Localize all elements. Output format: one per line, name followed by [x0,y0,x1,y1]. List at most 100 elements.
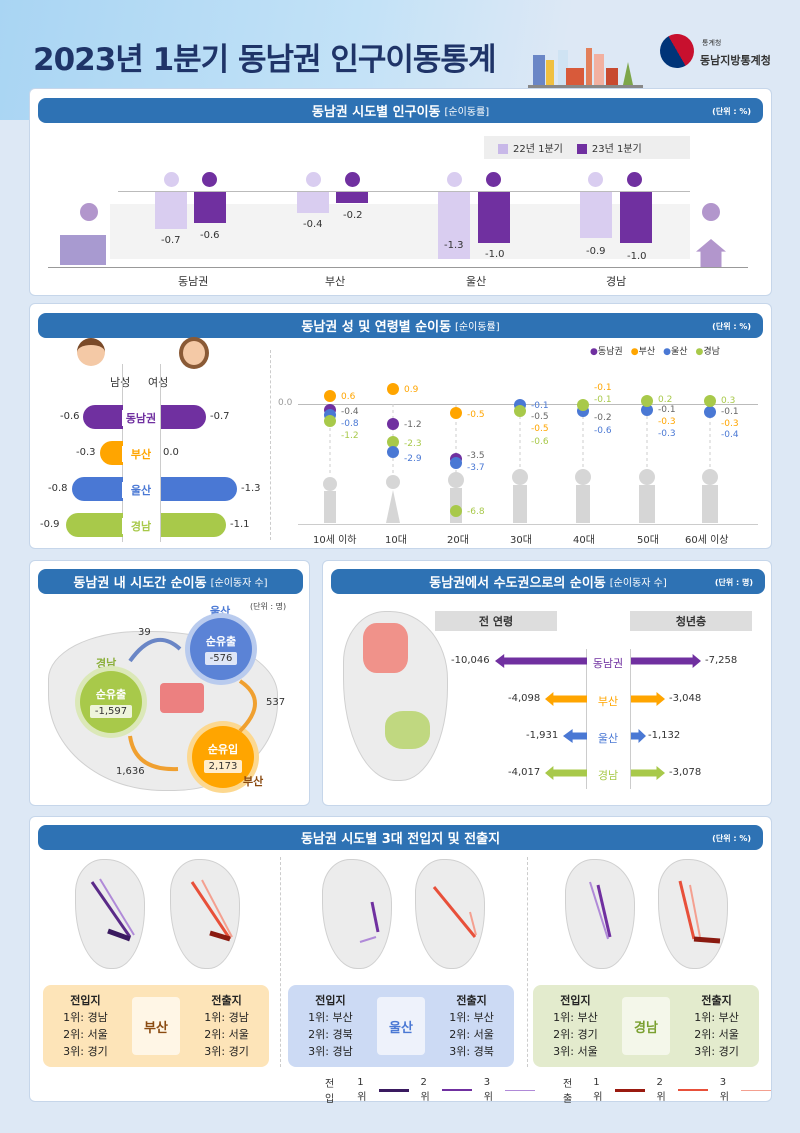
svg-text:-1.2: -1.2 [341,431,359,441]
legend-rank: 2위 [420,1077,430,1103]
section3-title: 동남권 내 시도간 순이동 [73,576,207,591]
bar-male-ulsan [72,477,123,501]
svg-text:-0.1: -0.1 [594,395,612,405]
flow-gyeongnam-busan: 1,636 [116,766,145,777]
legend-label: 동남권 [597,347,623,357]
map-busan-in [75,859,145,969]
map-gyeongnam-out [658,859,728,969]
legend-item: ●동남권 [590,347,623,357]
female-avatar-icon [179,337,209,369]
svg-text:-0.4: -0.4 [341,407,359,417]
section5-header: 동남권 시도별 3대 전입지 및 전출지 (단위 : %) [38,825,763,850]
migration-arrows [90,878,721,944]
rank-item: 1위: 부산 [308,1011,353,1024]
age-label: 10세 이하 [313,535,357,546]
legend-label: 울산 [670,347,688,357]
col-all-ages: 전 연령 [435,611,557,631]
svg-text:-3.7: -3.7 [467,463,485,473]
age-label: 60세 이상 [685,535,729,546]
rank-item: 2위: 경북 [308,1028,353,1041]
ulsan-rank-box: 전입지 1위: 부산 2위: 경북 3위: 경남 울산 전출지 1위: 부산 2위: 서울… [288,985,514,1067]
svg-text:-6.8: -6.8 [467,507,485,517]
female-label: 여성 [148,376,169,389]
person-head-icon [164,172,179,187]
rank-item: 2위: 서울 [204,1028,249,1041]
legend-rank: 3위 [719,1077,729,1103]
house-icon [696,239,726,267]
section4-header: 동남권에서 수도권으로의 순이동 [순이동자 수] (단위 : 명) [331,569,765,594]
rank-item: 3위: 서울 [553,1045,598,1058]
truck-icon [60,235,106,265]
rank-item: 1위: 부산 [553,1011,598,1024]
bar-gyeongnam-22 [580,192,612,238]
svg-text:-0.3: -0.3 [658,417,676,427]
value-label: -1,132 [648,730,681,741]
ulsan-circle: 순유출 -576 [190,618,252,680]
busan-circle: 순유입 2,173 [192,726,254,788]
legend-line-out-3 [741,1089,771,1091]
svg-text:-0.1: -0.1 [658,405,676,415]
legend-rank: 1위 [357,1077,367,1103]
value-label: -0.3 [76,447,96,458]
rank-item: 3위: 경기 [694,1045,739,1058]
region-label: 경남 [589,767,627,783]
flow-arrows [128,638,257,772]
age-label: 40대 [573,535,595,546]
legend-line-out-1 [614,1088,645,1092]
section1-legend: 22년 1분기 23년 1분기 [484,136,690,159]
svg-text:-0.8: -0.8 [341,419,359,429]
svg-text:-2.9: -2.9 [404,454,422,464]
zero-line [298,404,758,405]
legend-swatch-light [498,144,508,154]
bar-donam-22 [155,192,187,229]
map-ulsan-out [415,859,485,969]
status-label: 순유출 [95,688,127,701]
out-heading: 전출지 [701,994,732,1007]
svg-text:-0.5: -0.5 [531,412,549,422]
location-pin-icon [702,203,720,221]
out-heading: 전출지 [211,994,242,1007]
age-label: 50대 [637,535,659,546]
bar-ulsan-23 [478,192,510,243]
busan-out-list: 전출지 1위: 경남 2위: 서울 3위: 경기 [204,992,249,1060]
svg-text:-0.3: -0.3 [658,429,676,439]
panel-sex-age-migration: 동남권 성 및 연령별 순이동 [순이동률] (단위 : %) ●동남권 ●부산… [29,303,772,549]
person-head-icon [447,172,462,187]
value-label: 0.0 [163,447,179,458]
svg-text:-0.1: -0.1 [721,407,739,417]
gyeongnam-highlight [385,711,430,749]
gyeongnam-rank-box: 전입지 1위: 부산 2위: 경기 3위: 서울 경남 전출지 1위: 부산 2위: 서울… [533,985,759,1067]
svg-text:-0.1: -0.1 [531,401,549,411]
section4-title: 동남권에서 수도권으로의 순이동 [429,576,606,591]
section1-header: 동남권 시도별 인구이동 [순이동률] (단위 : %) [38,98,763,123]
value-label: -0.9 [586,246,606,257]
ulsan-out-list: 전출지 1위: 부산 2위: 서울 3위: 경북 [449,992,494,1060]
section3-header: 동남권 내 시도간 순이동 [순이동자 수] [38,569,303,594]
gyeongnam-center-label: 경남 [621,997,670,1055]
person-head-icon [627,172,642,187]
svg-text:-0.1: -0.1 [594,383,612,393]
arrow-gyeongnam-all [545,766,587,780]
value-label: -10,046 [451,655,490,666]
value-label: -0.8 [48,483,68,494]
value-label: -1.0 [485,249,505,260]
value-label: -0.2 [343,210,363,221]
section2-title: 동남권 성 및 연령별 순이동 [301,320,452,335]
city-illustration-icon [528,48,643,90]
arrow-busan-youth [631,692,665,706]
bar-donam-23 [194,192,226,223]
arrow-donam-all [495,654,587,668]
in-heading: 전입지 [560,994,591,1007]
page-title: 2023년 1분기 동남권 인구이동통계 [33,42,496,78]
legend-label: 22년 1분기 [513,144,563,155]
rank-item: 2위: 서울 [63,1028,108,1041]
value-label: -1.0 [627,251,647,262]
bar-female-donam [161,405,206,429]
arrow-busan-all [545,692,587,706]
value-label: -0.6 [200,230,220,241]
region-label: 울산 [122,482,160,498]
age-label: 30대 [510,535,532,546]
section2-header: 동남권 성 및 연령별 순이동 [순이동률] (단위 : %) [38,313,763,338]
svg-text:-0.2: -0.2 [594,413,612,423]
region-label: 경남 [122,518,160,534]
